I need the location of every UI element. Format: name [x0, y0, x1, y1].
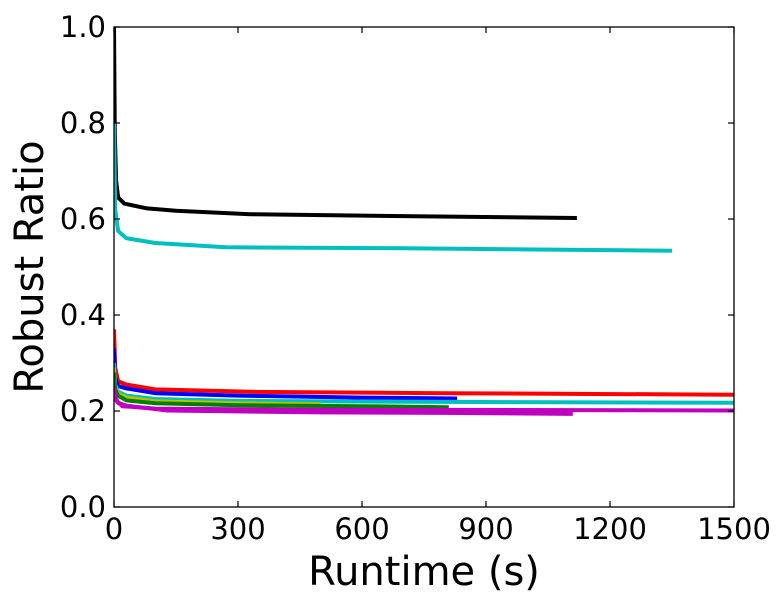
y-tick-label: 0.4 — [60, 298, 106, 332]
tick-layer: 0 300 600 900 1200 1500 0.0 0.2 0.4 0.6 0.8 1.0 — [60, 10, 771, 546]
series-line-1 — [114, 27, 577, 220]
x-tick-label: 1200 — [573, 512, 647, 546]
series-line-2 — [114, 122, 673, 253]
x-tick-label: 1500 — [697, 512, 771, 546]
y-tick-label: 0.2 — [60, 394, 106, 428]
x-tick-label: 0 — [105, 512, 123, 546]
x-tick-label: 600 — [334, 512, 389, 546]
y-tick-label: 0.6 — [60, 202, 106, 236]
series-layer — [114, 27, 734, 416]
x-axis-label: Runtime (s) — [308, 549, 540, 595]
y-tick-label: 0.0 — [60, 490, 106, 524]
y-axis-label: Robust Ratio — [7, 140, 53, 393]
plot-frame — [113, 26, 735, 508]
series-line-3 — [114, 329, 734, 397]
y-tick-label: 1.0 — [60, 10, 106, 44]
y-tick-label: 0.8 — [60, 106, 106, 140]
x-tick-label: 900 — [458, 512, 513, 546]
x-tick-label: 300 — [210, 512, 265, 546]
series-line-9 — [114, 386, 573, 416]
